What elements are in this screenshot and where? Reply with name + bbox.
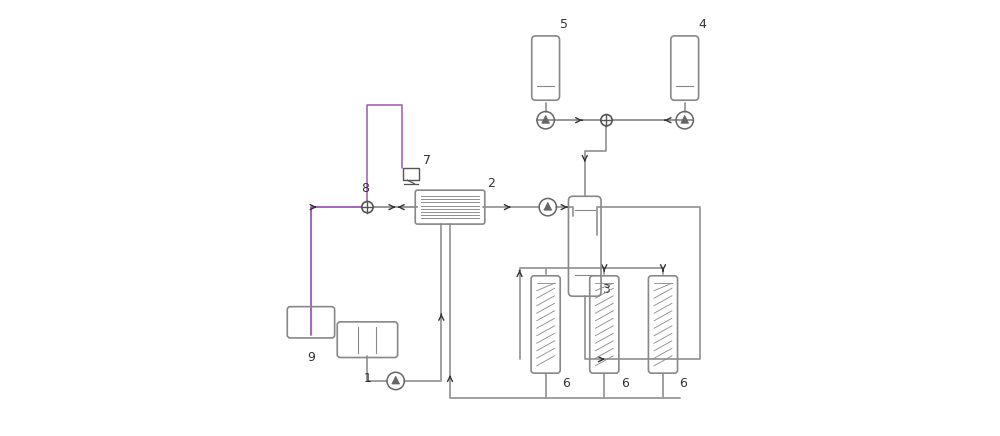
Polygon shape (392, 376, 400, 384)
Text: 5: 5 (560, 18, 568, 31)
Text: 7: 7 (423, 154, 431, 167)
Bar (403, 168, 419, 180)
Text: 4: 4 (699, 18, 706, 31)
Text: 9: 9 (307, 351, 315, 364)
Text: 1: 1 (364, 372, 371, 385)
Polygon shape (542, 116, 550, 123)
Circle shape (601, 115, 612, 126)
Text: 6: 6 (679, 377, 687, 390)
Polygon shape (681, 116, 689, 123)
Text: 8: 8 (361, 182, 369, 195)
Text: 3: 3 (602, 283, 610, 296)
Circle shape (362, 201, 373, 213)
Text: 6: 6 (621, 377, 629, 390)
Text: 6: 6 (562, 377, 570, 390)
Text: 2: 2 (487, 177, 495, 190)
Polygon shape (544, 202, 552, 210)
